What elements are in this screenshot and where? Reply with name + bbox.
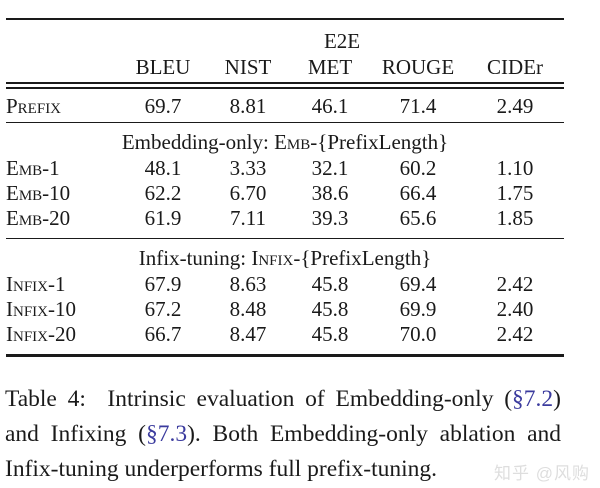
- metric-value: 70.0: [399, 322, 437, 346]
- metric-value: 2.49: [496, 94, 534, 118]
- metric-value: 45.8: [311, 272, 349, 296]
- table-caption: Table 4: Intrinsic evaluation of Embeddi…: [5, 382, 561, 487]
- section-header-text: Infix-tuning: Infix-{PrefixLength}: [6, 239, 564, 273]
- metric-value: 8.63: [229, 272, 267, 296]
- section-header-smallcaps: Emb: [274, 130, 311, 154]
- table-row-emb-10: Emb-10 62.2 6.70 38.6 66.4 1.75: [6, 181, 564, 206]
- metric-value: 2.42: [496, 322, 534, 346]
- metric-value: 6.70: [229, 181, 267, 205]
- dataset-group-header: E2E: [323, 29, 361, 53]
- metric-value: 60.2: [399, 156, 437, 180]
- column-header-met: MET: [307, 55, 353, 79]
- section-header-rest: -{PrefixLength}: [310, 130, 449, 154]
- table-row-column-headers: BLEU NIST MET ROUGE CIDEr: [6, 54, 565, 86]
- caption-line-3: Infix-tuning underperforms full prefix-t…: [5, 452, 561, 487]
- table-row-emb-1: Emb-1 48.1 3.33 32.1 60.2 1.10: [6, 156, 564, 181]
- caption-text: and Infixing (: [5, 421, 146, 447]
- column-header-nist: NIST: [224, 55, 272, 79]
- table-row-emb-20: Emb-20 61.9 7.11 39.3 65.6 1.85: [6, 206, 565, 239]
- metric-value: 45.8: [311, 322, 349, 346]
- section-header-plain: Infix-tuning:: [138, 246, 252, 270]
- row-label: Emb-10: [6, 181, 71, 205]
- metric-value: 32.1: [311, 156, 349, 180]
- metric-value: 45.8: [311, 297, 349, 321]
- metric-value: 8.47: [229, 322, 267, 346]
- table-row-infix-10: Infix-10 67.2 8.48 45.8 69.9 2.40: [6, 297, 564, 322]
- section-header-text: Embedding-only: Emb-{PrefixLength}: [6, 123, 564, 157]
- metric-value: 7.11: [230, 206, 266, 230]
- empty-cell: [6, 19, 120, 54]
- metric-value: 66.4: [399, 181, 437, 205]
- row-label: Prefix: [6, 94, 62, 118]
- metric-value: 71.4: [399, 94, 437, 118]
- metric-value: 3.33: [229, 156, 267, 180]
- column-header-bleu: BLEU: [135, 55, 191, 79]
- row-label: Infix-20: [6, 322, 76, 346]
- empty-cell: [6, 54, 120, 86]
- table-row-infix-1: Infix-1 67.9 8.63 45.8 69.4 2.42: [6, 272, 564, 297]
- metric-value: 66.7: [144, 322, 182, 346]
- caption-text: ). Both Embedding-only ablation and: [187, 421, 562, 447]
- caption-line-1: Table 4: Intrinsic evaluation of Embeddi…: [5, 382, 561, 417]
- row-label: Infix-1: [6, 272, 66, 296]
- caption-text: Infix-tuning underperforms full prefix-t…: [5, 456, 438, 482]
- metric-value: 1.85: [496, 206, 534, 230]
- metric-value: 46.1: [311, 94, 349, 118]
- metric-value: 67.2: [144, 297, 182, 321]
- metric-value: 69.4: [399, 272, 437, 296]
- metric-value: 65.6: [399, 206, 437, 230]
- section-header-infix: Infix-tuning: Infix-{PrefixLength}: [6, 239, 564, 273]
- column-header-cider: CIDEr: [487, 55, 544, 79]
- section-header-plain: Embedding-only:: [121, 130, 275, 154]
- caption-line-2: and Infixing (§7.3). Both Embedding-only…: [5, 417, 561, 452]
- metric-value: 62.2: [144, 181, 182, 205]
- section-link-7-2[interactable]: §7.2: [512, 386, 554, 412]
- row-label: Emb-1: [6, 156, 60, 180]
- zhihu-watermark: 知乎 @风购: [494, 464, 590, 483]
- caption-text: Table 4: Intrinsic evaluation of Embeddi…: [5, 386, 513, 412]
- metric-value: 8.48: [229, 297, 267, 321]
- metric-value: 2.42: [496, 272, 534, 296]
- metric-value: 39.3: [311, 206, 349, 230]
- metric-value: 2.40: [496, 297, 534, 321]
- metric-value: 1.10: [496, 156, 534, 180]
- metric-value: 67.9: [144, 272, 182, 296]
- results-table: E2E BLEU NIST MET ROUGE CIDEr Prefix 69.…: [6, 18, 565, 357]
- table-row-infix-20: Infix-20 66.7 8.47 45.8 70.0 2.42: [6, 322, 565, 356]
- column-header-rouge: ROUGE: [381, 55, 455, 79]
- section-header-smallcaps: Infix: [251, 246, 294, 270]
- section-header-rest: -{PrefixLength}: [293, 246, 432, 270]
- row-label: Emb-20: [6, 206, 71, 230]
- section-header-embedding: Embedding-only: Emb-{PrefixLength}: [6, 123, 564, 157]
- metric-value: 38.6: [311, 181, 349, 205]
- metric-value: 61.9: [144, 206, 182, 230]
- metric-value: 69.9: [399, 297, 437, 321]
- metric-value: 48.1: [144, 156, 182, 180]
- metric-value: 8.81: [229, 94, 267, 118]
- table-row-prefix: Prefix 69.7 8.81 46.1 71.4 2.49: [6, 86, 565, 123]
- table-row-group-header: E2E: [6, 19, 564, 54]
- metric-value: 69.7: [144, 94, 182, 118]
- metric-value: 1.75: [496, 181, 534, 205]
- caption-text: ): [553, 386, 561, 412]
- section-link-7-3[interactable]: §7.3: [145, 421, 188, 447]
- row-label: Infix-10: [6, 297, 76, 321]
